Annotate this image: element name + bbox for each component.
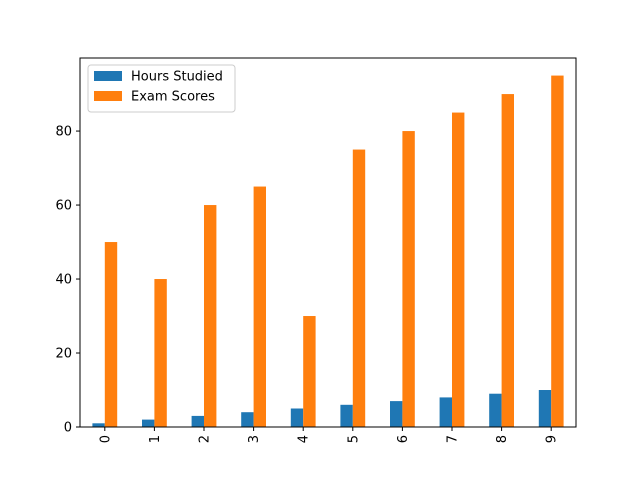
bar-hours-studied-8 [489,393,502,427]
bar-hours-studied-5 [340,404,353,427]
bars-group [92,75,564,428]
legend-swatch-hours-studied [94,71,122,81]
axes-group: 0 20 40 60 80 0 1 2 3 4 5 6 7 8 9 [55,57,577,443]
bar-hours-studied-2 [191,415,204,427]
legend-box [87,64,236,113]
bar-exam-scores-8 [501,94,514,427]
y-tick-label-0: 0 [64,421,72,436]
bar-exam-scores-5 [352,149,366,427]
bar-exam-scores-7 [452,112,465,428]
y-tick-label-80: 80 [55,125,72,140]
bar-exam-scores-6 [402,131,415,427]
bar-exam-scores-0 [104,242,118,427]
x-tick-label-8: 8 [495,435,510,443]
bar-exam-scores-1 [154,279,167,427]
legend: Hours Studied Exam Scores [87,64,236,113]
bar-exam-scores-9 [551,75,564,428]
y-tick-label-60: 60 [55,199,72,214]
bar-hours-studied-9 [538,390,552,427]
x-tick-label-1: 1 [148,435,163,443]
bar-hours-studied-3 [241,412,254,427]
x-tick-label-6: 6 [396,435,411,443]
x-tick-label-5: 5 [346,435,361,443]
x-tick-label-2: 2 [198,435,213,443]
x-tick-label-9: 9 [545,435,560,443]
y-tick-label-40: 40 [55,273,72,288]
x-tick-label-7: 7 [446,435,461,443]
bar-exam-scores-2 [204,205,217,427]
bar-hours-studied-1 [142,419,155,427]
x-tick-label-4: 4 [297,435,312,443]
legend-label-hours-studied: Hours Studied [131,70,223,85]
y-tick-label-20: 20 [55,347,72,362]
legend-label-exam-scores: Exam Scores [131,90,215,105]
bar-hours-studied-7 [439,397,452,427]
bar-hours-studied-0 [92,423,105,427]
axes-frame [79,57,577,428]
bar-exam-scores-4 [303,316,316,427]
legend-swatch-exam-scores [94,91,122,101]
bar-hours-studied-4 [290,408,304,427]
x-tick-label-3: 3 [247,435,262,443]
bar-hours-studied-6 [390,401,403,427]
x-tick-label-0: 0 [98,435,113,443]
bar-exam-scores-3 [253,186,266,427]
